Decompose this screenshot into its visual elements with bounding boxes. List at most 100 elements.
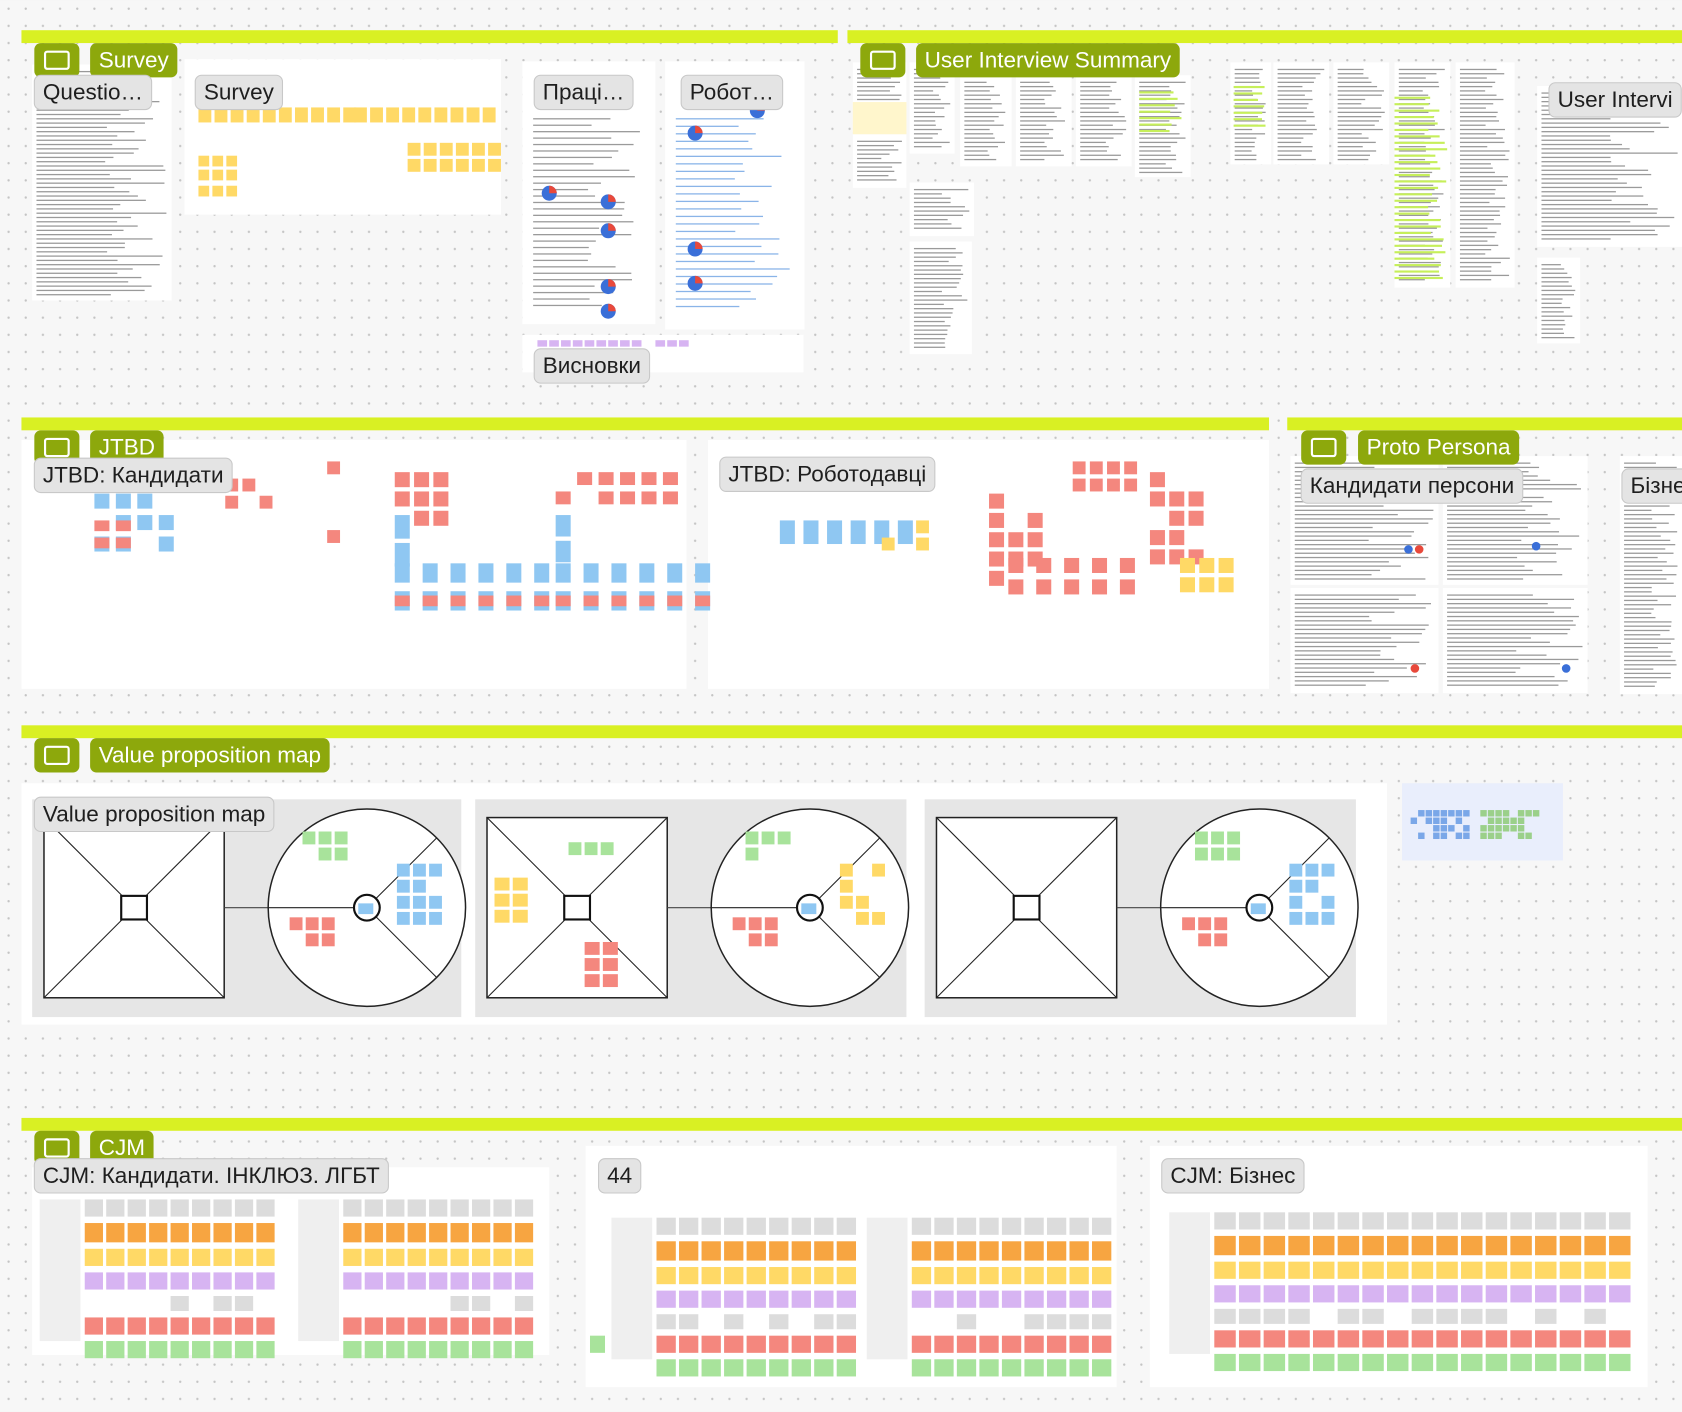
sticky-note (471, 1223, 491, 1243)
frame-label-pill[interactable] (719, 456, 936, 492)
section-title[interactable]: Proto Persona (1367, 435, 1511, 460)
sticky-note (655, 340, 666, 347)
frame-label[interactable]: Робот… (690, 79, 774, 104)
frame-label[interactable]: JTBD: Кандидати (43, 462, 224, 487)
frame-label[interactable]: CJM: Бізнес (1170, 1163, 1295, 1188)
text-line (533, 201, 625, 204)
sticky-note (439, 142, 453, 156)
frame-label-pill[interactable] (33, 796, 275, 833)
frame-label-pill[interactable] (533, 74, 634, 111)
text-line (36, 173, 110, 176)
sticky-note (1092, 1241, 1112, 1261)
text-line (1447, 569, 1533, 572)
frame-label-pill[interactable] (1161, 1158, 1305, 1194)
sticky-note (1001, 1267, 1022, 1285)
text-line (913, 303, 944, 306)
text-line (1459, 244, 1499, 247)
sticky-note (192, 1317, 211, 1335)
text-line (1337, 77, 1369, 79)
section-title[interactable]: User Interview Summary (925, 47, 1172, 72)
text-line (1459, 163, 1491, 165)
sticky-note (198, 155, 210, 167)
section-icon[interactable] (860, 43, 906, 78)
sticky-note (412, 911, 426, 925)
text-line (1398, 274, 1440, 277)
text-line (1398, 197, 1439, 199)
text-line (36, 234, 112, 236)
sticky-note (1455, 810, 1463, 817)
sticky-note (327, 530, 341, 543)
sticky-note (149, 1317, 168, 1335)
frame-label[interactable]: Questio… (43, 79, 143, 104)
frame-label-pill[interactable] (533, 348, 651, 384)
text-line (1541, 298, 1563, 300)
sticky-note (1461, 1330, 1483, 1348)
sticky-note (1411, 1330, 1434, 1348)
text-line (1234, 128, 1253, 131)
sticky-note (1238, 1308, 1261, 1324)
text-line (1337, 146, 1363, 148)
section-title[interactable]: Value proposition map (99, 742, 321, 767)
sticky-note (555, 563, 571, 583)
sticky-note (343, 1272, 362, 1290)
sticky-note (407, 142, 421, 156)
section-title-pill[interactable] (90, 738, 330, 773)
section-icon[interactable] (1301, 430, 1347, 465)
frame-label[interactable]: Бізне (1631, 473, 1682, 498)
section-title-pill[interactable] (90, 1130, 154, 1166)
sticky-note (115, 537, 131, 549)
section-title-pill[interactable] (90, 43, 178, 78)
section-title-pill[interactable] (1358, 430, 1520, 465)
sticky-note (1288, 1212, 1310, 1230)
section-title-pill[interactable] (90, 430, 164, 465)
text-line (1541, 281, 1569, 283)
sticky-note (213, 1317, 232, 1335)
text-line (1294, 684, 1366, 686)
section-icon-glyph (869, 50, 896, 70)
frame-label[interactable]: CJM: Кандидати. ІНКЛЮЗ. ЛГБТ (43, 1163, 380, 1188)
text-line (913, 256, 956, 258)
text-line (913, 90, 934, 92)
sticky-note (450, 107, 464, 123)
section-icon[interactable] (34, 738, 80, 773)
section-icon[interactable] (34, 43, 80, 78)
frame-label-pill[interactable] (194, 74, 284, 111)
frame-label-pill[interactable] (33, 457, 233, 494)
sticky-note (1179, 577, 1195, 593)
frame-label[interactable]: 44 (607, 1163, 632, 1188)
frame-label[interactable]: Кандидати персони (1310, 473, 1514, 498)
sticky-note (801, 903, 817, 915)
section-title[interactable]: Survey (99, 47, 170, 72)
sticky-note (1046, 1267, 1067, 1285)
sticky-note (407, 1223, 426, 1243)
sticky-note (106, 1199, 125, 1217)
frame-label-pill[interactable] (598, 1158, 642, 1194)
frame-label[interactable]: Праці… (543, 79, 625, 104)
frame-label-pill[interactable] (33, 1158, 389, 1194)
text-line (1624, 513, 1675, 516)
frame-label-pill[interactable] (1621, 468, 1682, 504)
frame-label-pill[interactable] (1300, 468, 1524, 504)
section-title[interactable]: CJM (99, 1135, 145, 1160)
text-line (1234, 103, 1266, 105)
sticky-note (198, 107, 212, 123)
sticky-note (916, 537, 929, 551)
frame-label[interactable]: Value proposition map (43, 801, 265, 826)
text-line (1459, 137, 1503, 139)
text-line (1459, 261, 1501, 264)
frame-label-pill[interactable] (1548, 82, 1682, 118)
frame-label-pill[interactable] (33, 74, 153, 111)
sticky-note (471, 1248, 491, 1266)
sticky-note (192, 1341, 211, 1359)
sticky-note (234, 1199, 254, 1217)
frame-label[interactable]: Висновки (543, 353, 641, 378)
frame-label[interactable]: Survey (204, 79, 275, 104)
frame-label[interactable]: JTBD: Роботодавці (728, 461, 926, 486)
frame-label-pill[interactable] (680, 74, 784, 111)
frame-label[interactable]: User Intervi (1558, 87, 1673, 112)
text-line (1459, 210, 1500, 212)
section-title[interactable]: JTBD (99, 435, 155, 460)
sticky-note (1411, 1261, 1434, 1279)
text-line (675, 260, 755, 263)
section-title-pill[interactable] (916, 43, 1180, 78)
